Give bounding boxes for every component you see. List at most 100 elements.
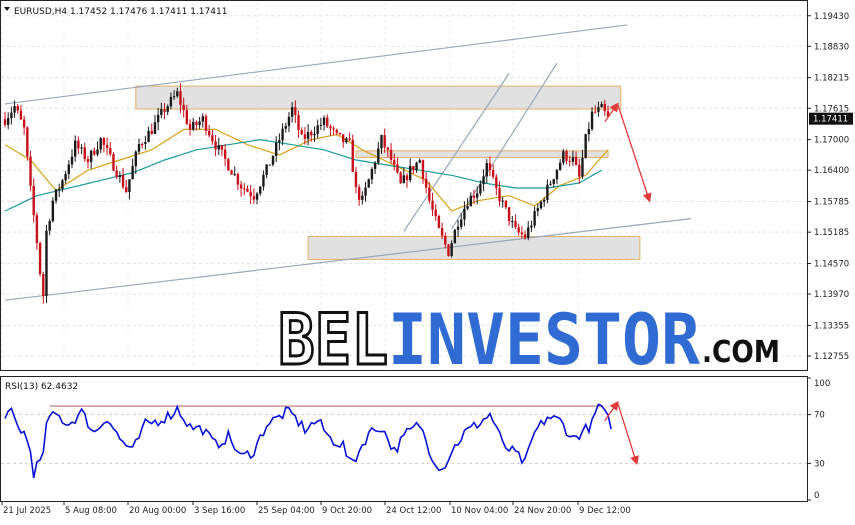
candle-body: [546, 184, 549, 200]
candle-body: [421, 160, 425, 179]
candle-body: [300, 130, 303, 135]
candle-body: [581, 157, 584, 177]
candle-body: [514, 221, 517, 228]
candle-body: [431, 200, 434, 210]
candle-body: [166, 106, 169, 112]
time-tick-label: 24 Oct 12:00: [386, 506, 441, 516]
candle-body: [284, 126, 287, 129]
candle-body: [198, 121, 201, 125]
candle-body: [511, 221, 514, 223]
candle-body: [265, 164, 268, 175]
candle-body: [227, 158, 230, 171]
candle-body: [29, 156, 32, 186]
candle-body: [70, 156, 74, 165]
candle-body: [469, 195, 473, 207]
candle-body: [444, 235, 447, 245]
candle-body: [495, 176, 498, 189]
candle-body: [536, 208, 540, 212]
candle-body: [217, 145, 220, 150]
candle-body: [77, 140, 80, 149]
main-plot-frame: [0, 0, 808, 371]
candle-body: [606, 111, 610, 117]
main-grid: [1, 2, 807, 369]
candle-body: [396, 164, 399, 173]
candle-body: [236, 174, 240, 185]
price-tick-label: 1.15785: [814, 198, 849, 208]
price-tick-label: 1.17000: [814, 136, 849, 146]
candle-body: [453, 229, 457, 244]
price-tick-label: 1.13970: [814, 290, 849, 300]
candle-body: [507, 207, 511, 222]
candle-body: [319, 124, 323, 126]
candle-body: [335, 129, 339, 133]
candle-body: [67, 164, 71, 174]
candle-body: [179, 91, 182, 105]
candle-body: [479, 184, 482, 194]
candle-body: [348, 138, 351, 140]
candle-body: [434, 209, 437, 216]
candle-body: [306, 131, 310, 139]
time-axis: 21 Jul 2025 5 Aug 08:00 20 Aug 00:00 3 Sep …: [1, 501, 631, 516]
candle-body: [214, 141, 217, 150]
moving-average-line: [4, 128, 609, 212]
sr-zones: [135, 85, 641, 260]
candle-body: [230, 170, 233, 175]
moving-average-line: [4, 138, 602, 212]
candle-body: [523, 234, 527, 238]
candle-body: [35, 215, 39, 244]
price-tick-label: 1.19430: [814, 12, 849, 22]
channel-line: [4, 218, 692, 301]
price-tick-label: 1.12755: [814, 352, 849, 362]
candle-body: [125, 187, 128, 193]
rsi-tick-label: 30: [814, 459, 825, 469]
candle-body: [405, 175, 409, 181]
candlesticks: [3, 83, 610, 304]
candle-body: [102, 138, 106, 145]
candle-body: [64, 173, 67, 181]
time-tick-label: 20 Aug 00:00: [129, 506, 186, 516]
candle-body: [243, 188, 246, 190]
rsi-axis: 100 70 30 0: [807, 377, 830, 501]
time-tick-label: 3 Sep 16:00: [194, 506, 245, 516]
candle-body: [600, 103, 603, 108]
candle-body: [437, 215, 441, 228]
candle-body: [341, 134, 345, 143]
price-tick-label: 1.18215: [814, 74, 849, 84]
candle-body: [131, 166, 134, 180]
candle-body: [38, 243, 42, 275]
candle-body: [211, 135, 214, 142]
candle-body: [182, 104, 185, 111]
candle-body: [549, 183, 552, 185]
candle-body: [463, 208, 466, 220]
candle-body: [527, 227, 530, 238]
candle-body: [574, 157, 578, 165]
candle-body: [121, 175, 125, 188]
candle-body: [533, 211, 536, 226]
candle-body: [466, 206, 469, 209]
sr-zone: [355, 150, 609, 158]
candle-body: [163, 109, 166, 112]
price-tick-label: 1.15185: [814, 228, 849, 238]
candle-body: [99, 138, 102, 150]
candle-body: [408, 166, 412, 181]
candle-body: [259, 186, 262, 194]
candle-body: [460, 219, 463, 227]
candle-body: [475, 193, 479, 198]
candle-body: [351, 139, 354, 172]
candle-body: [322, 117, 326, 125]
candle-body: [249, 191, 252, 197]
candle-body: [367, 179, 370, 188]
candle-body: [380, 135, 383, 149]
candle-body: [134, 151, 138, 167]
time-tick-label: 5 Aug 08:00: [65, 506, 117, 516]
candle-body: [201, 116, 205, 122]
candle-body: [424, 178, 428, 188]
rsi-tick-label: 100: [814, 379, 830, 389]
triangle-down-icon[interactable]: [4, 7, 10, 11]
candle-body: [415, 162, 418, 171]
candle-body: [542, 199, 546, 202]
rsi-line: [4, 403, 612, 479]
candle-body: [172, 96, 176, 98]
candle-body: [377, 148, 380, 163]
candle-body: [160, 109, 163, 115]
